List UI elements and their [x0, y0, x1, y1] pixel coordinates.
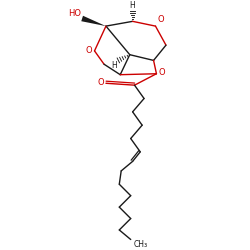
- Text: O: O: [158, 68, 165, 77]
- Polygon shape: [81, 16, 106, 26]
- Text: O: O: [86, 46, 92, 56]
- Text: HO: HO: [68, 8, 81, 18]
- Text: CH₃: CH₃: [134, 240, 148, 250]
- Text: O: O: [98, 78, 104, 87]
- Text: H: H: [112, 61, 117, 70]
- Text: O: O: [158, 15, 164, 24]
- Text: H: H: [130, 1, 136, 10]
